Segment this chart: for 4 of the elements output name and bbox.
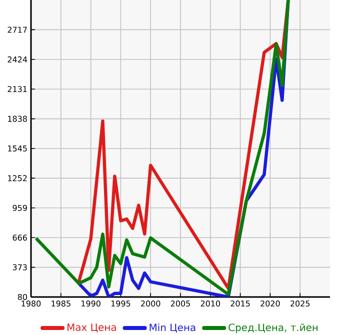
legend-label: Сред.Цена, т.йен (228, 323, 318, 334)
line-series (35, 0, 290, 296)
legend-label: Min Цена (150, 323, 196, 333)
legend-label: Max Цена (68, 324, 116, 332)
